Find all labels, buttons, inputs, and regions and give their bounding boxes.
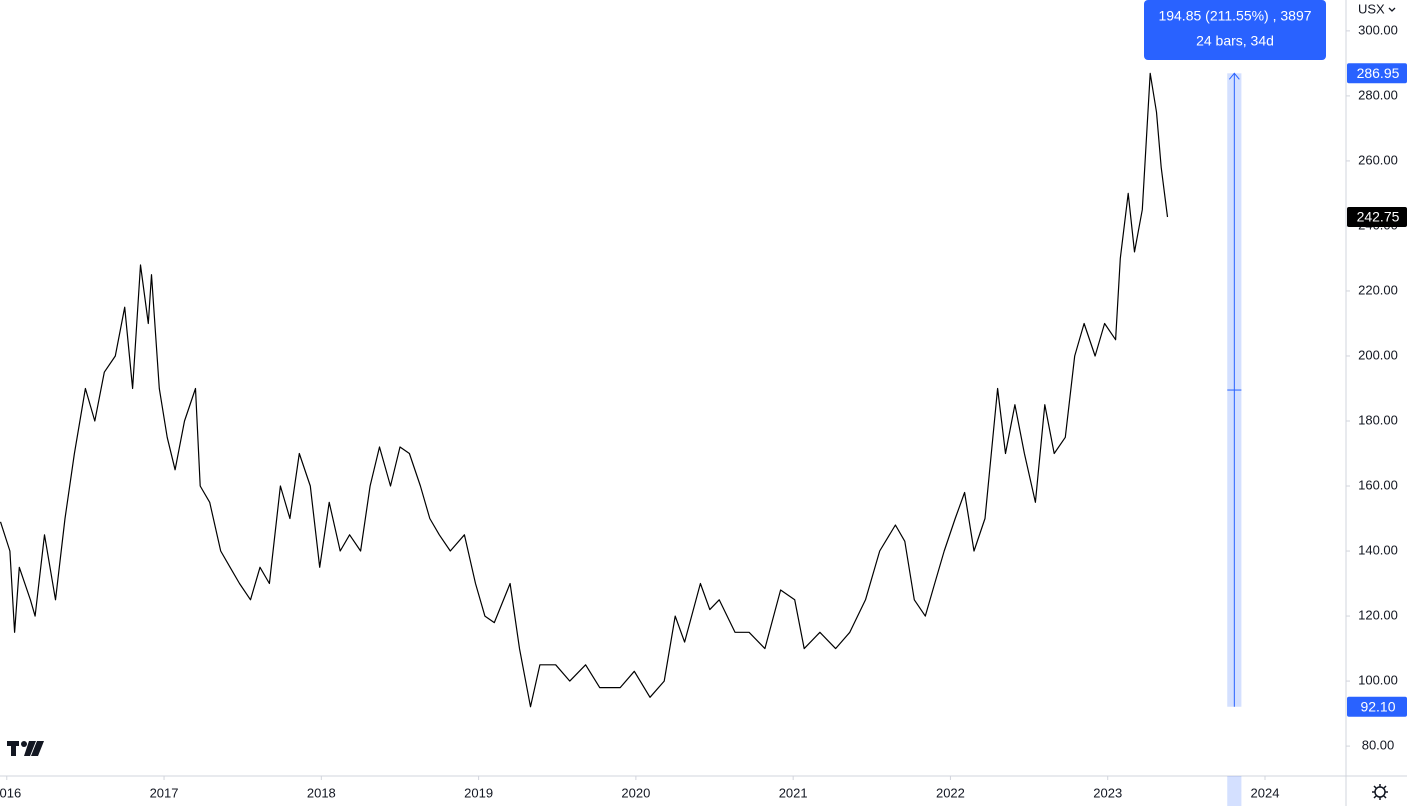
x-tick-label: 2019 [464, 785, 493, 800]
currency[interactable]: USX [1358, 1, 1385, 16]
measure-arrowhead [1228, 72, 1240, 80]
settings-icon[interactable] [1372, 784, 1388, 800]
x-tick-label: 2018 [307, 785, 336, 800]
price-label: 242.75 [1357, 209, 1400, 225]
y-tick-label: 160.00 [1358, 477, 1398, 492]
price-label: 286.95 [1357, 65, 1400, 81]
price-label-box [1347, 63, 1407, 84]
plot-area [0, 72, 1242, 708]
y-tick-label: 300.00 [1358, 22, 1398, 37]
x-tick-label: 2022 [936, 785, 965, 800]
y-tick-label: 140.00 [1358, 542, 1398, 557]
y-tick-label: 280.00 [1358, 87, 1398, 102]
price-label: 92.10 [1360, 698, 1395, 714]
y-tick-label: 180.00 [1358, 412, 1398, 427]
currency-chevron[interactable] [1388, 7, 1396, 12]
x-tick-label: 2024 [1251, 785, 1280, 800]
y-tick-label: 120.00 [1358, 607, 1398, 622]
x-tick-label: 2023 [1093, 785, 1122, 800]
y-tick-label: 260.00 [1358, 152, 1398, 167]
price-line [0, 72, 1169, 708]
x-tick-label: 2020 [621, 785, 650, 800]
y-tick-label: 200.00 [1358, 347, 1398, 362]
x-range-highlight [1227, 776, 1242, 806]
y-tick-label: 100.00 [1358, 673, 1398, 688]
y-tick-label: 220.00 [1358, 282, 1398, 297]
price-label-box [1347, 207, 1407, 228]
x-tick-label: 2016 [0, 785, 21, 800]
measure-text: 194.85 (211.55%) , 3897 [1158, 8, 1311, 24]
logo [7, 741, 44, 756]
x-tick-label: 2017 [150, 785, 179, 800]
x-tick-label: 2021 [779, 785, 808, 800]
measure-text: 24 bars, 34d [1196, 33, 1274, 49]
measure-box [1144, 0, 1326, 60]
y-tick-label: 80.00 [1362, 738, 1395, 753]
price-label-box [1347, 696, 1407, 717]
